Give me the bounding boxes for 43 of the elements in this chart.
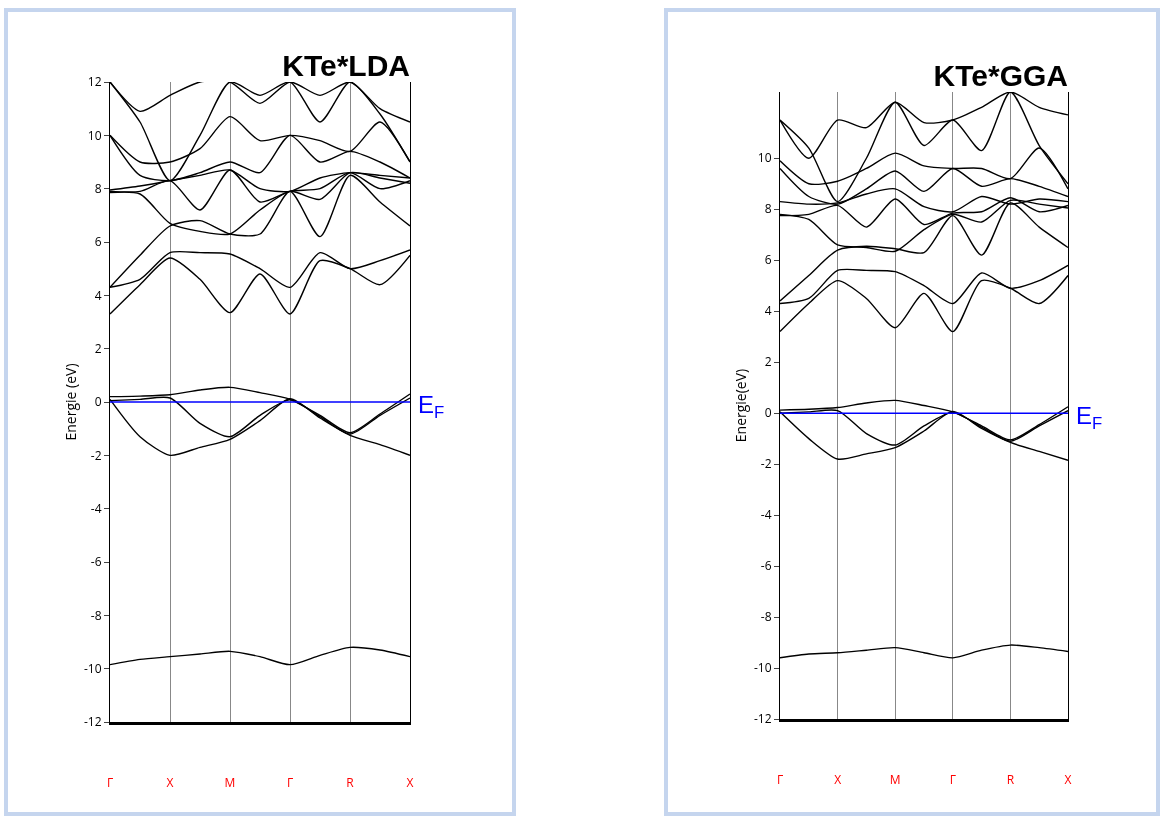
y-tick-label: -10 <box>754 659 772 677</box>
chart-title: KTe*GGA <box>933 59 1068 92</box>
y-tick-label: -12 <box>84 713 102 731</box>
x-tick-label: X <box>1064 771 1072 789</box>
x-tick-label: X <box>834 771 842 789</box>
y-tick-label: 6 <box>764 251 772 269</box>
ref-line-label: E$_{F}$ <box>418 391 445 423</box>
x-tick-label: Γ <box>949 771 956 789</box>
y-axis-title: Energie(eV) <box>730 368 750 443</box>
y-tick-label: -2 <box>90 446 102 464</box>
x-tick-label: M <box>889 771 901 789</box>
x-tick-label: R <box>1006 771 1015 789</box>
y-tick-label: 4 <box>94 286 102 304</box>
y-tick-label: -4 <box>90 499 102 517</box>
chart-title: KTe*LDA <box>282 49 410 82</box>
y-tick-label: -10 <box>84 659 102 677</box>
y-tick-label: 0 <box>764 404 772 422</box>
x-tick-label: Γ <box>106 774 114 792</box>
x-tick-label: Γ <box>776 771 784 789</box>
y-tick-label: -8 <box>760 608 772 626</box>
x-tick-label: R <box>346 774 355 792</box>
y-tick-label: 6 <box>94 233 102 251</box>
y-tick-label: -6 <box>760 557 772 575</box>
y-tick-label: -4 <box>760 506 772 524</box>
y-tick-label: 0 <box>94 393 102 411</box>
y-tick-label: 8 <box>764 200 772 218</box>
y-tick-label: 2 <box>94 339 102 357</box>
x-tick-label: X <box>166 774 174 792</box>
y-tick-label: 2 <box>764 353 772 371</box>
y-tick-label: 12 <box>87 73 102 91</box>
y-axis-title: Energie (eV) <box>60 363 80 441</box>
x-tick-label: X <box>406 774 414 792</box>
x-tick-label: Γ <box>286 774 294 792</box>
y-tick-label: 10 <box>87 126 102 144</box>
y-tick-label: -8 <box>90 606 102 624</box>
y-tick-label: -12 <box>754 710 772 728</box>
y-tick-label: 10 <box>757 149 772 167</box>
y-tick-label: -2 <box>760 455 772 473</box>
ref-line-label: E$_{F}$ <box>1076 402 1103 434</box>
y-tick-label: 4 <box>764 302 772 320</box>
x-tick-label: M <box>224 774 236 792</box>
y-tick-label: -6 <box>90 553 102 571</box>
y-tick-label: 8 <box>94 179 102 197</box>
